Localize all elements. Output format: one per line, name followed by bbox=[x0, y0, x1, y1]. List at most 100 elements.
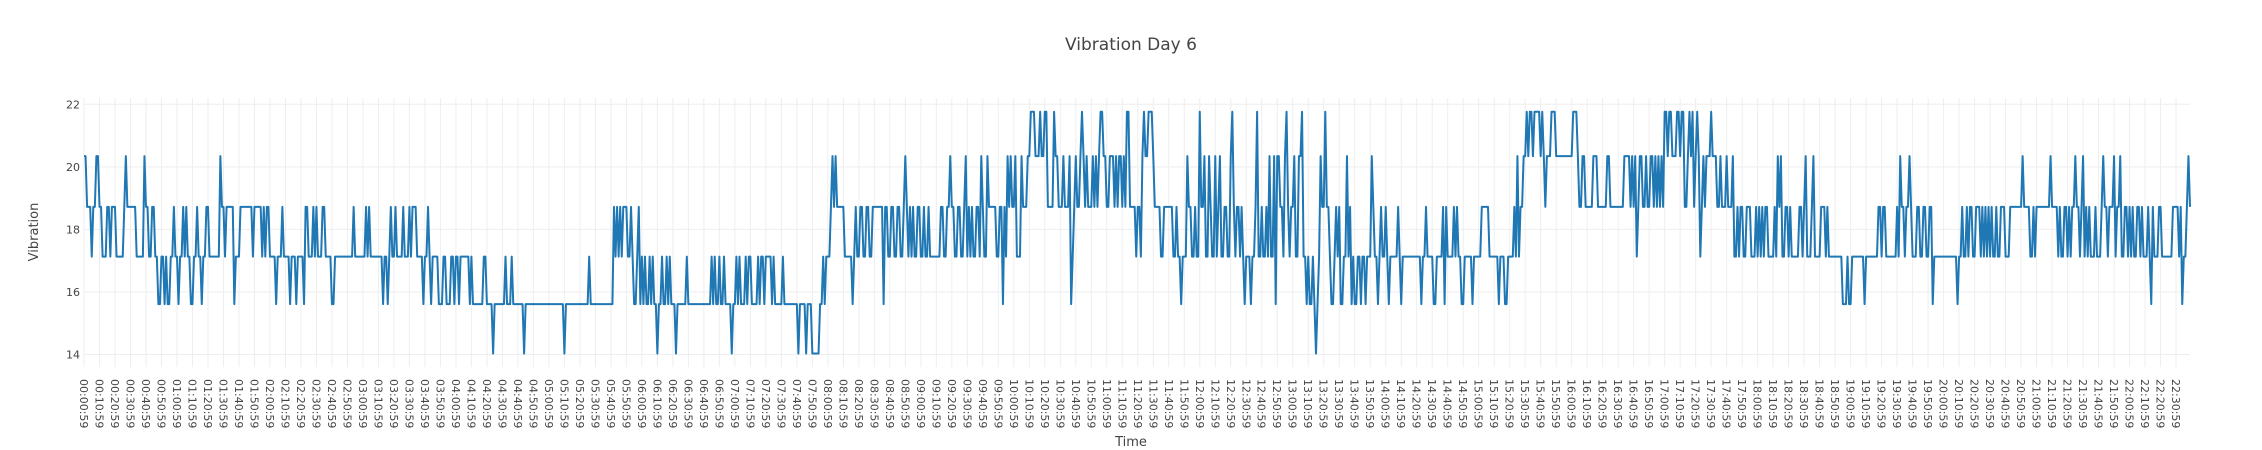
x-tick-label: 02:30:59 bbox=[309, 379, 322, 428]
gridlines bbox=[83, 98, 2190, 367]
x-tick-label: 13:40:59 bbox=[1348, 379, 1361, 428]
x-tick-label: 08:40:59 bbox=[883, 379, 896, 428]
x-tick-label: 18:30:59 bbox=[1797, 379, 1810, 428]
x-tick-label: 13:00:59 bbox=[1286, 379, 1299, 428]
x-tick-label: 22:30:59 bbox=[2169, 379, 2182, 428]
x-tick-label: 21:00:59 bbox=[2030, 379, 2043, 428]
x-tick-label: 04:30:59 bbox=[495, 379, 508, 428]
x-tick-label: 08:10:59 bbox=[836, 379, 849, 428]
x-tick-label: 18:10:59 bbox=[1766, 379, 1779, 428]
x-tick-label: 20:00:59 bbox=[1937, 379, 1950, 428]
x-tick-label: 10:50:59 bbox=[1084, 379, 1097, 428]
x-tick-label: 22:10:59 bbox=[2138, 379, 2151, 428]
x-tick-label: 11:10:59 bbox=[1115, 379, 1128, 428]
x-tick-label: 07:10:59 bbox=[743, 379, 756, 428]
x-tick-label: 00:00:59 bbox=[77, 379, 90, 428]
x-tick-label: 21:30:59 bbox=[2076, 379, 2089, 428]
y-axis-ticks: 14 16 18 20 22 bbox=[66, 98, 80, 361]
x-tick-label: 03:10:59 bbox=[371, 379, 384, 428]
x-tick-label: 04:50:59 bbox=[526, 379, 539, 428]
x-tick-label: 03:50:59 bbox=[433, 379, 446, 428]
x-tick-label: 02:00:59 bbox=[263, 379, 276, 428]
x-tick-label: 17:20:59 bbox=[1689, 379, 1702, 428]
x-tick-label: 05:50:59 bbox=[619, 379, 632, 428]
x-tick-label: 20:50:59 bbox=[2014, 379, 2027, 428]
x-tick-label: 05:00:59 bbox=[542, 379, 555, 428]
x-tick-label: 17:00:59 bbox=[1658, 379, 1671, 428]
x-tick-label: 16:50:59 bbox=[1642, 379, 1655, 428]
x-tick-label: 08:50:59 bbox=[898, 379, 911, 428]
x-tick-label: 15:50:59 bbox=[1549, 379, 1562, 428]
x-tick-label: 21:40:59 bbox=[2092, 379, 2105, 428]
x-tick-label: 18:00:59 bbox=[1751, 379, 1764, 428]
x-tick-label: 03:00:59 bbox=[356, 379, 369, 428]
x-tick-label: 03:40:59 bbox=[418, 379, 431, 428]
x-tick-label: 00:40:59 bbox=[139, 379, 152, 428]
x-tick-label: 05:40:59 bbox=[604, 379, 617, 428]
x-tick-label: 09:50:59 bbox=[991, 379, 1004, 428]
x-tick-label: 01:40:59 bbox=[232, 379, 245, 428]
x-tick-label: 17:50:59 bbox=[1735, 379, 1748, 428]
x-tick-label: 12:10:59 bbox=[1208, 379, 1221, 428]
x-tick-label: 09:10:59 bbox=[929, 379, 942, 428]
x-tick-label: 17:30:59 bbox=[1704, 379, 1717, 428]
x-tick-label: 19:50:59 bbox=[1921, 379, 1934, 428]
y-tick-label: 20 bbox=[66, 161, 80, 174]
x-tick-label: 19:40:59 bbox=[1906, 379, 1919, 428]
x-tick-label: 21:20:59 bbox=[2061, 379, 2074, 428]
y-tick-label: 14 bbox=[66, 348, 80, 361]
x-tick-label: 06:30:59 bbox=[681, 379, 694, 428]
x-tick-label: 05:20:59 bbox=[573, 379, 586, 428]
x-tick-label: 15:20:59 bbox=[1503, 379, 1516, 428]
x-tick-label: 07:00:59 bbox=[728, 379, 741, 428]
x-tick-label: 19:30:59 bbox=[1890, 379, 1903, 428]
x-tick-label: 00:50:59 bbox=[154, 379, 167, 428]
x-tick-label: 19:20:59 bbox=[1875, 379, 1888, 428]
x-tick-label: 12:00:59 bbox=[1193, 379, 1206, 428]
x-tick-label: 07:50:59 bbox=[805, 379, 818, 428]
x-tick-label: 08:00:59 bbox=[821, 379, 834, 428]
x-tick-label: 12:30:59 bbox=[1239, 379, 1252, 428]
x-tick-label: 13:50:59 bbox=[1363, 379, 1376, 428]
x-tick-label: 06:40:59 bbox=[697, 379, 710, 428]
x-tick-label: 19:10:59 bbox=[1859, 379, 1872, 428]
x-tick-label: 10:40:59 bbox=[1069, 379, 1082, 428]
x-tick-label: 14:30:59 bbox=[1425, 379, 1438, 428]
x-tick-label: 18:50:59 bbox=[1828, 379, 1841, 428]
x-tick-label: 20:30:59 bbox=[1983, 379, 1996, 428]
vibration-series-line bbox=[84, 110, 2191, 355]
x-tick-label: 04:20:59 bbox=[480, 379, 493, 428]
x-tick-label: 15:40:59 bbox=[1534, 379, 1547, 428]
x-tick-label: 12:20:59 bbox=[1224, 379, 1237, 428]
x-tick-label: 09:00:59 bbox=[914, 379, 927, 428]
x-tick-label: 09:20:59 bbox=[945, 379, 958, 428]
y-tick-label: 22 bbox=[66, 98, 80, 111]
x-tick-label: 21:50:59 bbox=[2107, 379, 2120, 428]
x-tick-label: 09:30:59 bbox=[960, 379, 973, 428]
x-tick-label: 07:20:59 bbox=[759, 379, 772, 428]
x-tick-label: 01:00:59 bbox=[170, 379, 183, 428]
x-tick-label: 10:30:59 bbox=[1053, 379, 1066, 428]
x-tick-label: 22:00:59 bbox=[2123, 379, 2136, 428]
x-tick-label: 16:30:59 bbox=[1611, 379, 1624, 428]
x-tick-label: 06:20:59 bbox=[666, 379, 679, 428]
x-tick-label: 00:20:59 bbox=[108, 379, 121, 428]
x-tick-label: 10:20:59 bbox=[1038, 379, 1051, 428]
x-tick-label: 11:40:59 bbox=[1162, 379, 1175, 428]
x-tick-label: 17:10:59 bbox=[1673, 379, 1686, 428]
x-tick-label: 07:30:59 bbox=[774, 379, 787, 428]
x-tick-label: 14:00:59 bbox=[1379, 379, 1392, 428]
x-tick-label: 17:40:59 bbox=[1720, 379, 1733, 428]
x-tick-label: 06:10:59 bbox=[650, 379, 663, 428]
x-tick-label: 18:40:59 bbox=[1813, 379, 1826, 428]
x-tick-label: 03:20:59 bbox=[387, 379, 400, 428]
x-tick-label: 02:10:59 bbox=[278, 379, 291, 428]
x-tick-label: 06:00:59 bbox=[635, 379, 648, 428]
x-tick-label: 02:20:59 bbox=[294, 379, 307, 428]
x-tick-label: 01:10:59 bbox=[185, 379, 198, 428]
x-tick-label: 09:40:59 bbox=[976, 379, 989, 428]
x-tick-label: 08:30:59 bbox=[867, 379, 880, 428]
x-tick-label: 16:10:59 bbox=[1580, 379, 1593, 428]
x-tick-label: 06:50:59 bbox=[712, 379, 725, 428]
x-tick-label: 14:50:59 bbox=[1456, 379, 1469, 428]
